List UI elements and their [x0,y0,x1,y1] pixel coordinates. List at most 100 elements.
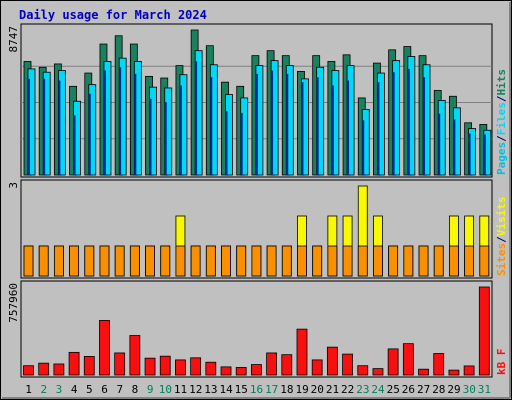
bar-kbytes-day-31 [478,286,490,376]
bar-pages-day-22 [347,80,350,175]
day-label-18: 18 [280,383,293,396]
legend-separator: / [495,236,508,243]
day-label-30: 30 [463,383,476,396]
day-label-28: 28 [432,383,445,396]
bar-kbytes-day-27 [418,368,429,376]
axis-max-label: 3 [7,182,20,189]
day-label-24: 24 [371,383,385,396]
bar-kbytes-day-10 [159,355,171,376]
x-axis-day-labels: 1 2 3 4 5 6 7 8 9 10 11 12 13 14 15 16 17 18 19 20 21 22 23 24 2… [25,383,491,396]
day-label-9: 9 [147,383,154,396]
legend-hits_files_pages: Pages/Files/Hits [495,69,508,175]
day-label-25: 25 [387,383,400,396]
legend-sites_visits: Sites/Visits [495,197,508,277]
bar-pages-day-25 [392,72,395,175]
axis-max-label: 757960 [7,283,20,323]
bar-sites-day-20 [312,245,323,277]
legend-kbytes: kB F [495,349,508,376]
bar-sites-day-21 [327,245,338,277]
bar-sites-day-8 [129,245,140,277]
bar-sites-day-11 [175,245,186,277]
legend-item-hits: Hits [495,69,508,96]
bar-kbytes-day-23 [357,365,369,376]
legend-item-visits: Visits [495,197,508,237]
day-label-21: 21 [326,383,339,396]
bar-sites-day-30 [464,245,475,277]
bar-sites-day-22 [342,245,353,277]
day-label-16: 16 [250,383,263,396]
bar-pages-day-3 [58,80,61,175]
chart-title: Daily usage for March 2024 [19,8,207,22]
bar-sites-day-29 [449,245,459,277]
bar-pages-day-19 [301,82,304,175]
bar-kbytes-day-18 [281,354,293,376]
day-label-27: 27 [417,383,430,396]
legend-item-sites: Sites [495,243,508,276]
bar-pages-day-9 [149,98,152,175]
day-label-23: 23 [356,383,369,396]
bar-kbytes-day-28 [433,353,445,376]
bar-sites-day-4 [69,245,79,277]
bar-pages-day-12 [195,61,198,176]
bar-kbytes-day-7 [114,352,126,376]
panel-hits_files_pages: 8747 Pages/Files/Hits [7,23,508,178]
bar-pages-day-1 [28,78,30,175]
bar-kbytes-day-4 [68,351,80,376]
legend-separator: / [495,95,508,102]
bar-kbytes-day-6 [99,320,110,376]
bar-kbytes-day-1 [23,365,34,376]
bar-kbytes-day-25 [387,348,399,376]
bar-pages-day-5 [88,93,91,175]
bar-kbytes-day-19 [296,328,308,376]
day-label-8: 8 [132,383,139,396]
bar-kbytes-day-14 [220,366,232,376]
bar-sites-day-17 [266,245,277,277]
day-label-2: 2 [40,383,47,396]
bar-pages-day-17 [271,70,274,175]
bar-kbytes-day-5 [83,356,95,376]
bar-pages-day-10 [164,102,167,175]
day-label-22: 22 [341,383,354,396]
bar-sites-day-5 [84,245,95,277]
chart-panels: 8747Pages/Files/Hits3Sites/Visits757960k… [7,23,508,378]
bar-pages-day-29 [453,119,456,175]
bar-kbytes-day-24 [372,368,384,376]
bar-sites-day-24 [373,245,383,277]
bar-pages-day-6 [103,70,106,175]
day-label-10: 10 [159,383,172,396]
bar-pages-day-18 [286,73,289,175]
bar-pages-day-4 [73,115,76,175]
bar-kbytes-day-20 [311,359,323,376]
bar-sites-day-7 [114,245,125,277]
axis-max-label: 8747 [7,26,20,53]
bar-pages-day-21 [331,85,334,175]
bar-kbytes-day-2 [38,362,50,376]
bar-sites-day-27 [418,245,429,277]
bar-pages-day-26 [407,68,410,175]
legend-separator: / [495,135,508,142]
day-label-29: 29 [447,383,460,396]
day-label-12: 12 [189,383,202,396]
bar-pages-day-24 [377,82,380,175]
bar-kbytes-day-9 [144,357,156,376]
day-label-14: 14 [219,383,233,396]
bar-sites-day-10 [160,245,171,277]
bar-pages-day-14 [225,111,228,175]
bar-sites-day-14 [221,245,231,277]
bar-sites-day-12 [190,245,201,277]
day-label-17: 17 [265,383,278,396]
bar-pages-day-31 [483,134,486,175]
day-label-1: 1 [25,383,32,396]
legend-item-kb-f: kB F [495,349,508,376]
legend-item-files: Files [495,102,508,135]
bar-kbytes-day-15 [235,367,247,376]
bar-sites-day-28 [433,245,444,277]
day-label-20: 20 [311,383,324,396]
bar-sites-day-19 [297,245,307,277]
day-label-31: 31 [478,383,491,396]
bar-pages-day-2 [43,78,46,175]
panel-sites_visits: 3 Sites/Visits [7,179,508,279]
bar-sites-day-31 [479,245,490,277]
